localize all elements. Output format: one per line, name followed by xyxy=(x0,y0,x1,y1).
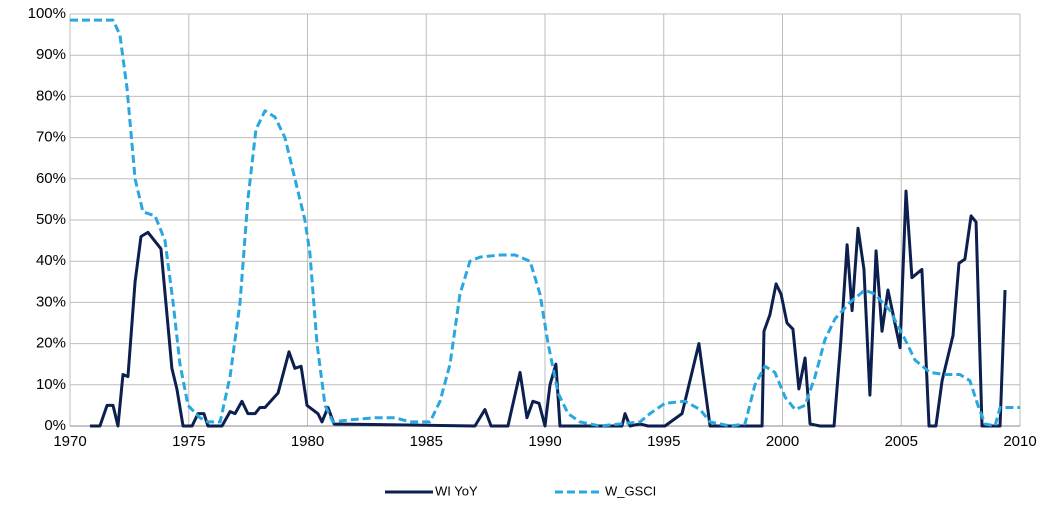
series-line xyxy=(89,189,1007,428)
y-tick-label: 40% xyxy=(36,252,66,269)
x-tick-label: 1995 xyxy=(647,433,680,450)
x-tick-label: 1980 xyxy=(291,433,324,450)
y-tick-label: 80% xyxy=(36,87,66,104)
x-tick-label: 1970 xyxy=(53,433,86,450)
y-tick-label: 90% xyxy=(36,46,66,63)
x-tick-label: 1990 xyxy=(528,433,561,450)
y-tick-label: 20% xyxy=(36,335,66,352)
series-line xyxy=(70,18,1020,428)
y-tick-label: 10% xyxy=(36,376,66,393)
x-tick-label: 2005 xyxy=(885,433,918,450)
x-tick-label: 1985 xyxy=(410,433,443,450)
legend-label: WI YoY xyxy=(435,483,478,498)
y-tick-label: 70% xyxy=(36,129,66,146)
x-tick-label: 1975 xyxy=(172,433,205,450)
y-tick-label: 100% xyxy=(28,5,66,22)
y-tick-label: 60% xyxy=(36,170,66,187)
x-tick-label: 2000 xyxy=(766,433,799,450)
y-tick-label: 50% xyxy=(36,211,66,228)
y-tick-label: 30% xyxy=(36,293,66,310)
x-tick-label: 2010 xyxy=(1003,433,1036,450)
y-tick-label: 0% xyxy=(44,417,66,434)
legend-label: W_GSCI xyxy=(605,483,656,498)
